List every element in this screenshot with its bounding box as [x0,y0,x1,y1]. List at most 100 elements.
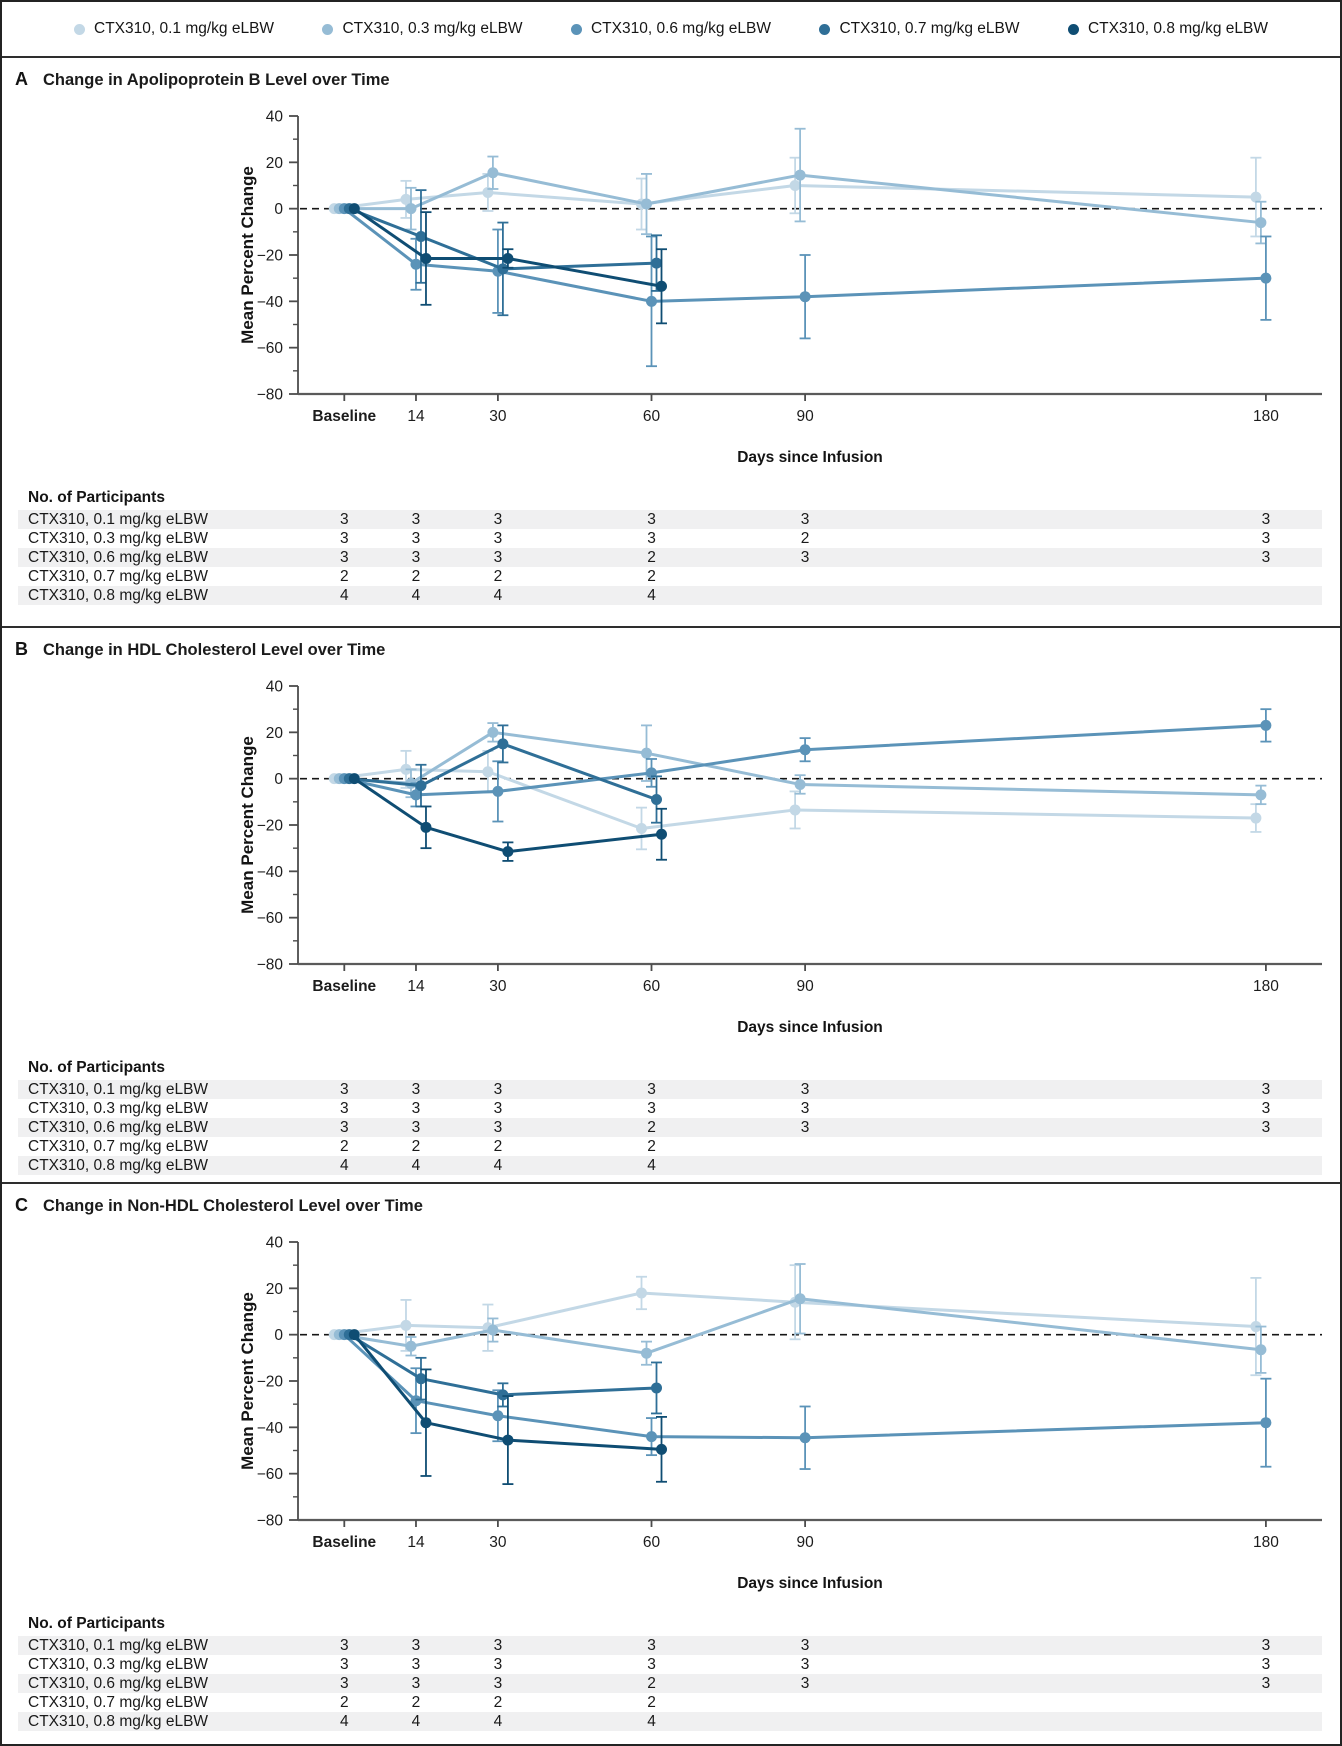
panel-title-text: Change in Apolipoprotein B Level over Ti… [43,71,390,89]
participant-count: 3 [800,511,810,528]
series-4 [348,773,667,862]
panel-c-title: C Change in Non-HDL Cholesterol Level ov… [2,1184,1340,1216]
legend-item-2: CTX310, 0.6 mg/kg eLBW [570,20,771,38]
data-point [651,1382,662,1394]
data-point [348,203,360,215]
data-point [656,828,667,840]
participant-count: 3 [493,1675,503,1692]
y-axis-title: Mean Percent Change [238,736,257,914]
panel-title-text: Change in HDL Cholesterol Level over Tim… [43,641,386,659]
participant-count: 3 [411,1119,421,1136]
chart-apolipoprotein-b: 40 20 0 −20 −40 −60 −80 Baseline 14 30 60 90 180 Days… [238,109,1322,466]
x-axis-title: Days since Infusion [737,449,883,466]
panel-title-text: Change in Non-HDL Cholesterol Level over… [43,1197,423,1215]
table-row-label: CTX310, 0.8 mg/kg eLBW [28,1157,209,1174]
data-point [415,230,427,242]
participant-count: 3 [800,1119,810,1136]
x-tick-label: 180 [1253,978,1279,995]
y-tick-label: −40 [257,1420,284,1437]
data-point [410,1395,422,1407]
participant-count: 2 [647,1694,656,1711]
table-row: CTX310, 0.8 mg/kg eLBW 4 4 4 4 [2,586,1340,605]
participant-count: 4 [411,587,421,604]
participant-count: 3 [647,511,656,528]
y-tick-label: −80 [257,387,284,404]
participant-count: 3 [339,1637,349,1654]
y-axis-title: Mean Percent Change [238,166,257,344]
data-point [789,180,801,191]
participant-count: 3 [493,1081,503,1098]
data-point [651,257,662,269]
legend-dot-icon [322,23,334,35]
participant-count: 3 [800,549,810,566]
table-row: CTX310, 0.8 mg/kg eLBW 4 4 4 4 [2,1712,1340,1731]
series-line [347,1333,658,1397]
data-point [482,766,494,778]
series-line [352,777,663,854]
legend-label: CTX310, 0.3 mg/kg eLBW [342,20,523,37]
participant-count: 4 [493,1157,503,1174]
participant-count: 2 [493,568,503,585]
participant-count: 4 [339,587,349,604]
chart-hdl-cholesterol: 40 20 0 −20 −40 −60 −80 Baseline 14 30 60 90 180 Days… [238,679,1322,1036]
y-tick-label: 20 [266,155,284,172]
data-point [502,252,514,264]
participant-count: 3 [1261,1675,1271,1692]
table-row: CTX310, 0.3 mg/kg eLBW 3 3 3 3 3 3 [2,1655,1340,1674]
y-tick-label: 20 [266,1281,284,1298]
participants-header: No. of Participants [28,1615,165,1632]
series-line [332,767,1258,830]
data-point [415,1373,427,1385]
data-point [656,1443,667,1455]
legend-item-0: CTX310, 0.1 mg/kg eLBW [74,20,274,38]
participant-count: 2 [493,1138,503,1155]
series-line [337,171,1263,225]
table-row-label: CTX310, 0.8 mg/kg eLBW [28,587,209,604]
y-axis-title: Mean Percent Change [238,1292,257,1470]
participant-count: 3 [411,1656,421,1673]
legend: CTX310, 0.1 mg/kg eLBW CTX310, 0.3 mg/kg … [2,2,1340,56]
y-tick-label: −80 [257,957,284,974]
series-line [347,742,658,802]
participant-count: 3 [647,1637,656,1654]
x-tick-label: 60 [643,408,661,425]
participant-count: 3 [411,530,421,547]
data-point [641,1347,652,1359]
y-tick-label: 40 [266,109,284,126]
data-point [487,167,499,179]
x-tick-label: 30 [489,408,507,425]
y-tick-label: 40 [266,679,284,696]
x-tick-label: 90 [796,408,814,425]
participant-count: 3 [339,1675,349,1692]
data-point [1260,1417,1272,1429]
participant-count: 3 [1261,1637,1271,1654]
data-point [410,789,422,801]
legend-label: CTX310, 0.8 mg/kg eLBW [1087,20,1268,37]
participant-count: 3 [493,530,503,547]
participant-count: 3 [339,511,349,528]
panel-letter: A [15,69,28,89]
participant-count: 3 [1261,1100,1271,1117]
x-tick-label: 60 [643,1534,661,1551]
table-row-label: CTX310, 0.1 mg/kg eLBW [28,1637,209,1654]
series-line [342,723,1268,797]
y-tick-label: −40 [257,864,284,881]
participants-table-c: No. of Participants CTX310, 0.1 mg/kg eL… [2,1612,1340,1731]
participant-count: 3 [339,1081,349,1098]
participant-count: 4 [339,1713,349,1730]
x-axis-title: Days since Infusion [737,1575,883,1592]
participant-count: 4 [647,1713,656,1730]
participant-count: 3 [493,1656,503,1673]
y-tick-label: −40 [257,294,284,311]
table-row: CTX310, 0.3 mg/kg eLBW 3 3 3 3 3 3 [2,1099,1340,1118]
table-row-label: CTX310, 0.7 mg/kg eLBW [28,1138,209,1155]
table-row: CTX310, 0.6 mg/kg eLBW 3 3 3 2 3 3 [2,548,1340,567]
data-point [405,203,417,215]
table-row: CTX310, 0.1 mg/kg eLBW 3 3 3 3 3 3 [2,1080,1340,1099]
x-tick-label: 14 [407,1534,425,1551]
table-row-label: CTX310, 0.3 mg/kg eLBW [28,1100,209,1117]
panel-letter: C [15,1195,28,1215]
participant-count: 3 [493,1637,503,1654]
y-tick-label: −60 [257,1466,284,1483]
series-3 [343,724,662,824]
